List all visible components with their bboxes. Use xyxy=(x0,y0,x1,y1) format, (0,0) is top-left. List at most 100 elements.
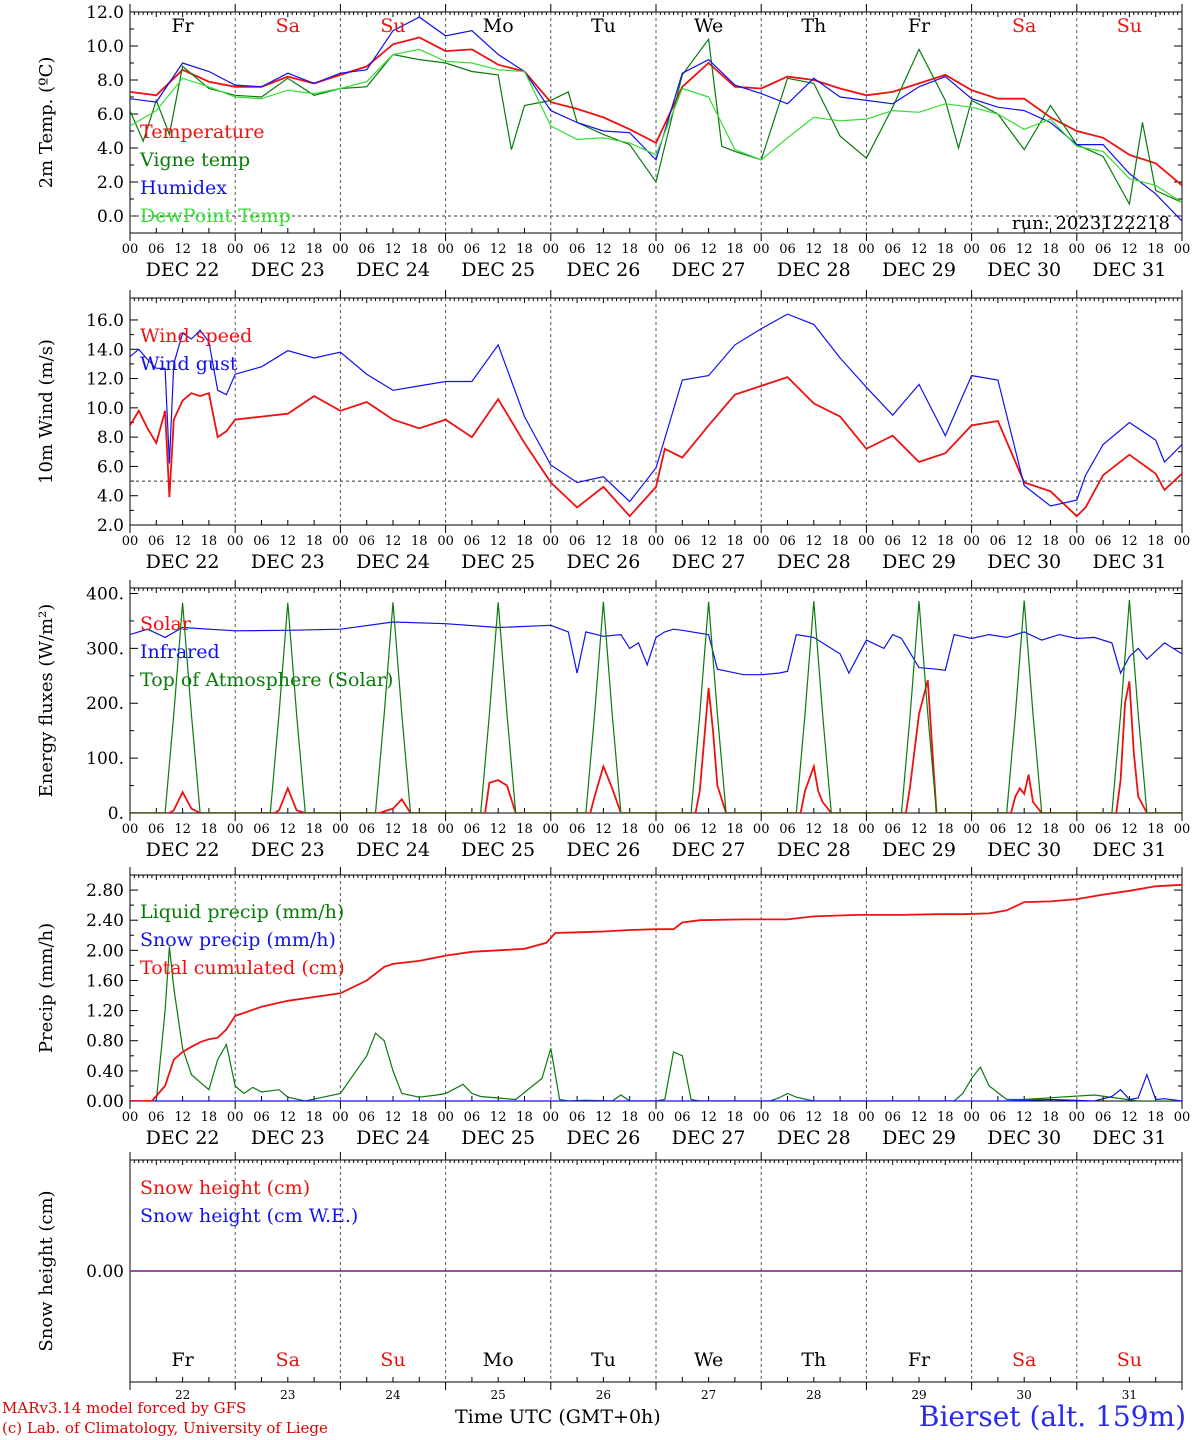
x-hour-label: 06 xyxy=(148,822,165,837)
y-axis-label: Snow height (cm) xyxy=(36,1190,57,1351)
x-hour-label: 18 xyxy=(727,822,744,837)
x-hour-label: 00 xyxy=(963,1110,980,1125)
x-hour-label: 12 xyxy=(385,1110,402,1125)
x-hour-label: 18 xyxy=(201,242,218,257)
x-hour-label: 06 xyxy=(569,1110,586,1125)
legend-entry: Top of Atmosphere (Solar) xyxy=(140,669,393,691)
legend-entry: Infrared xyxy=(140,641,220,663)
x-hour-label: 06 xyxy=(779,822,796,837)
x-hour-label: 06 xyxy=(990,534,1007,549)
y-tick-label: 2.40 xyxy=(86,911,124,931)
x-date-label: DEC 28 xyxy=(777,839,851,861)
x-hour-label: 00 xyxy=(648,242,665,257)
x-date-label: DEC 24 xyxy=(356,551,430,573)
x-date-label: DEC 28 xyxy=(777,1127,851,1149)
x-hour-label: 12 xyxy=(385,822,402,837)
x-date-label: DEC 23 xyxy=(251,259,325,281)
x-hour-label: 18 xyxy=(1147,534,1164,549)
x-hour-label: 18 xyxy=(411,1110,428,1125)
day-number-label: 27 xyxy=(701,1388,716,1402)
x-hour-label: 00 xyxy=(753,1110,770,1125)
y-tick-label: 6.0 xyxy=(97,457,124,477)
x-hour-label: 06 xyxy=(464,822,481,837)
weekday-label: Th xyxy=(801,15,826,37)
y-axis-label: Precip (mm/h) xyxy=(36,923,57,1053)
x-date-label: DEC 29 xyxy=(882,259,956,281)
x-hour-label: 12 xyxy=(1121,822,1138,837)
x-hour-label: 00 xyxy=(543,534,560,549)
y-tick-label: 0.80 xyxy=(86,1032,124,1052)
weekday-label: Sa xyxy=(276,15,300,37)
weekday-label: Tu xyxy=(591,15,616,37)
x-hour-label: 06 xyxy=(569,534,586,549)
legend-entry: Total cumulated (cm) xyxy=(140,957,345,979)
y-tick-label: 1.60 xyxy=(86,971,124,991)
weekday-label: Sa xyxy=(1012,1349,1036,1371)
x-hour-label: 06 xyxy=(674,1110,691,1125)
x-hour-label: 00 xyxy=(1174,534,1191,549)
x-hour-label: 06 xyxy=(253,242,270,257)
x-date-label: DEC 27 xyxy=(672,1127,746,1149)
series-line-total-cumulated-cm xyxy=(130,883,1182,1101)
x-hour-label: 12 xyxy=(490,534,507,549)
x-hour-label: 06 xyxy=(674,534,691,549)
x-date-label: DEC 26 xyxy=(566,839,640,861)
lab-credit: (c) Lab. of Climatology, University of L… xyxy=(2,1419,328,1437)
weekday-label: Su xyxy=(1117,15,1142,37)
x-hour-label: 00 xyxy=(963,242,980,257)
y-tick-label: 12.0 xyxy=(86,370,124,390)
x-date-label: DEC 25 xyxy=(461,551,535,573)
x-hour-label: 00 xyxy=(648,1110,665,1125)
x-hour-label: 06 xyxy=(884,534,901,549)
x-hour-label: 12 xyxy=(280,534,297,549)
x-hour-label: 12 xyxy=(1016,1110,1033,1125)
x-hour-label: 00 xyxy=(543,1110,560,1125)
x-date-label: DEC 30 xyxy=(987,551,1061,573)
x-hour-label: 06 xyxy=(464,1110,481,1125)
x-hour-label: 06 xyxy=(1095,822,1112,837)
x-hour-label: 12 xyxy=(1121,242,1138,257)
x-hour-label: 18 xyxy=(306,534,323,549)
x-hour-label: 18 xyxy=(1042,534,1059,549)
x-hour-label: 18 xyxy=(727,1110,744,1125)
panel-1: 0.0 2.0 4.0 6.0 8.0 10.0 12.0 2m Temp. (ºC) Temp… xyxy=(36,3,1190,281)
legend-entry: Temperature xyxy=(140,121,264,143)
x-hour-label: 06 xyxy=(1095,1110,1112,1125)
x-hour-label: 18 xyxy=(516,534,533,549)
x-hour-label: 06 xyxy=(358,242,375,257)
x-hour-label: 12 xyxy=(911,822,928,837)
x-hour-label: 12 xyxy=(911,534,928,549)
series-line-top-of-atmosphere-solar xyxy=(130,600,1182,813)
weekday-label: We xyxy=(694,1349,723,1371)
y-tick-label: 200. xyxy=(86,694,124,714)
x-hour-label: 18 xyxy=(201,1110,218,1125)
legend-entry: Wind speed xyxy=(140,325,252,347)
x-hour-label: 18 xyxy=(727,534,744,549)
y-tick-label: 300. xyxy=(86,639,124,659)
x-hour-label: 18 xyxy=(1147,242,1164,257)
panel-4: 0.00 0.40 0.80 1.20 1.60 2.00 2.40 2.80 Precip (… xyxy=(36,867,1190,1149)
x-hour-label: 06 xyxy=(253,534,270,549)
y-tick-label: 10.0 xyxy=(86,399,124,419)
x-hour-label: 00 xyxy=(543,242,560,257)
x-hour-label: 00 xyxy=(437,534,454,549)
x-hour-label: 18 xyxy=(727,242,744,257)
legend-entry: Solar xyxy=(140,613,192,635)
x-hour-label: 12 xyxy=(490,242,507,257)
time-axis-title: Time UTC (GMT+0h) xyxy=(455,1406,661,1428)
x-hour-label: 06 xyxy=(779,242,796,257)
x-hour-label: 00 xyxy=(858,242,875,257)
y-tick-label: 1.20 xyxy=(86,1002,124,1022)
weekday-label: Fr xyxy=(908,1349,931,1371)
x-date-label: DEC 30 xyxy=(987,839,1061,861)
x-hour-label: 12 xyxy=(490,1110,507,1125)
weekday-label: Sa xyxy=(1012,15,1036,37)
x-date-label: DEC 27 xyxy=(672,259,746,281)
y-axis-label: Energy fluxes (W/m²) xyxy=(36,604,57,798)
x-date-label: DEC 24 xyxy=(356,1127,430,1149)
x-hour-label: 06 xyxy=(990,822,1007,837)
x-hour-label: 00 xyxy=(753,822,770,837)
x-hour-label: 06 xyxy=(464,534,481,549)
x-hour-label: 00 xyxy=(1069,1110,1086,1125)
x-hour-label: 00 xyxy=(753,534,770,549)
